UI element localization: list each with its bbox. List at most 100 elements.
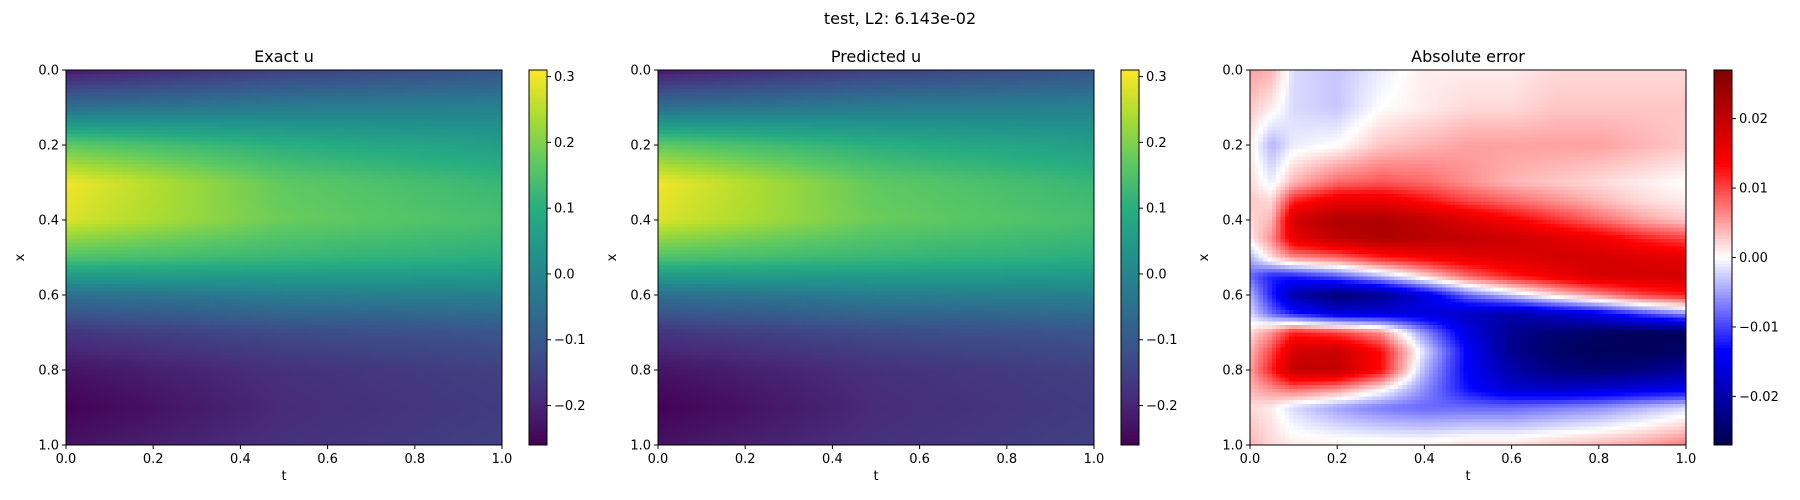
heatmap-cell	[301, 133, 307, 139]
heatmap-cell	[462, 118, 468, 124]
heatmap-cell	[484, 96, 490, 101]
heatmap-cell	[170, 178, 176, 184]
heatmap-cell	[74, 100, 80, 105]
heatmap-cell	[113, 81, 119, 86]
heatmap-cell	[257, 115, 263, 120]
heatmap-cell	[362, 235, 368, 240]
heatmap-cell	[440, 178, 446, 184]
heatmap-cell	[218, 103, 224, 109]
heatmap-cell	[467, 223, 473, 229]
heatmap-cell	[205, 163, 211, 169]
heatmap-cell	[157, 100, 163, 105]
heatmap-cell	[209, 223, 215, 229]
heatmap-cell	[92, 178, 98, 184]
heatmap-cell	[314, 182, 320, 187]
heatmap-cell	[297, 118, 303, 124]
heatmap-cell	[157, 186, 163, 191]
heatmap-cell	[275, 242, 281, 247]
heatmap-cell	[74, 96, 80, 101]
heatmap-cell	[127, 77, 132, 82]
heatmap-cell	[253, 220, 259, 225]
heatmap-cell	[66, 103, 71, 109]
heatmap-cell	[445, 88, 451, 94]
heatmap-cell	[488, 156, 494, 161]
heatmap-cell	[92, 115, 98, 120]
heatmap-cell	[362, 156, 368, 161]
heatmap-cell	[183, 70, 189, 75]
heatmap-cell	[379, 242, 385, 247]
heatmap-cell	[236, 133, 241, 139]
heatmap-cell	[336, 111, 342, 116]
heatmap-cell	[222, 156, 228, 161]
heatmap-cell	[375, 126, 381, 131]
heatmap-cell	[358, 100, 364, 105]
heatmap-cell	[366, 235, 372, 240]
heatmap-cell	[384, 216, 390, 221]
heatmap-cell	[166, 182, 172, 187]
heatmap-cell	[314, 205, 320, 210]
heatmap-cell	[188, 223, 194, 229]
heatmap-cell	[336, 148, 342, 154]
heatmap-cell	[231, 85, 237, 90]
heatmap-cell	[454, 70, 459, 75]
heatmap-cell	[462, 88, 468, 94]
heatmap-cell	[314, 246, 320, 251]
heatmap-cell	[301, 145, 307, 150]
heatmap-cell	[488, 238, 494, 244]
heatmap-cell	[353, 175, 359, 180]
heatmap-cell	[284, 103, 289, 109]
heatmap-cell	[471, 182, 477, 187]
heatmap-cell	[305, 133, 311, 139]
heatmap-cell	[388, 160, 394, 165]
heatmap-cell	[214, 126, 220, 131]
heatmap-cell	[109, 223, 115, 229]
heatmap-cell	[253, 171, 259, 176]
heatmap-cell	[288, 85, 294, 90]
heatmap-cell	[179, 111, 185, 116]
heatmap-cell	[371, 160, 377, 165]
heatmap-cell	[406, 212, 412, 217]
heatmap-cell	[467, 145, 473, 150]
heatmap-cell	[393, 152, 398, 157]
heatmap-cell	[170, 171, 176, 176]
heatmap-cell	[384, 118, 390, 124]
heatmap-cell	[353, 197, 359, 202]
heatmap-cell	[362, 231, 368, 236]
heatmap-cell	[161, 216, 167, 221]
heatmap-cell	[205, 197, 211, 202]
heatmap-cell	[471, 96, 477, 101]
heatmap-cell	[397, 85, 403, 90]
heatmap-cell	[323, 175, 329, 180]
heatmap-cell	[349, 238, 355, 244]
heatmap-cell	[227, 223, 233, 229]
heatmap-cell	[301, 126, 307, 131]
heatmap-cell	[70, 137, 76, 142]
heatmap-cell	[118, 152, 124, 157]
heatmap-cell	[209, 130, 215, 135]
heatmap-cell	[66, 156, 71, 161]
heatmap-cell	[310, 70, 316, 75]
heatmap-cell	[393, 186, 398, 191]
heatmap-cell	[144, 103, 150, 109]
heatmap-cell	[66, 205, 71, 210]
heatmap-cell	[379, 167, 385, 172]
heatmap-cell	[175, 122, 180, 127]
heatmap-cell	[462, 235, 468, 240]
heatmap-cell	[292, 235, 298, 240]
heatmap-cell	[144, 242, 150, 247]
heatmap-cell	[310, 92, 316, 97]
heatmap-cell	[244, 77, 250, 82]
heatmap-cell	[362, 182, 368, 187]
heatmap-cell	[144, 100, 150, 105]
heatmap-cell	[249, 118, 255, 124]
heatmap-cell	[497, 81, 503, 86]
heatmap-cell	[375, 122, 381, 127]
heatmap-cell	[183, 197, 189, 202]
heatmap-cell	[297, 137, 303, 142]
heatmap-cell	[270, 208, 276, 214]
heatmap-cell	[384, 152, 390, 157]
heatmap-cell	[427, 242, 433, 247]
heatmap-cell	[292, 148, 298, 154]
heatmap-cell	[122, 145, 128, 150]
heatmap-cell	[362, 160, 368, 165]
